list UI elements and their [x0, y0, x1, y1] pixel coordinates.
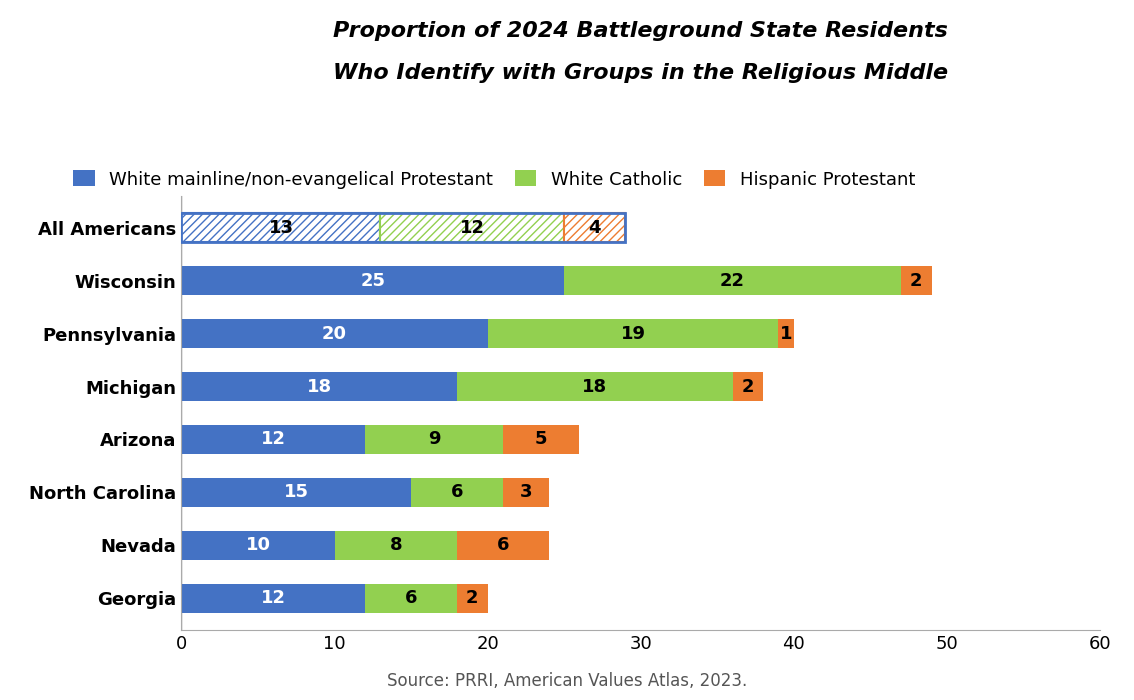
Bar	[365, 425, 503, 454]
Text: 4: 4	[589, 219, 601, 237]
Text: 1: 1	[780, 325, 793, 342]
Bar	[181, 584, 365, 612]
Text: 12: 12	[261, 589, 286, 607]
Text: 18: 18	[582, 377, 608, 395]
Text: 6: 6	[497, 536, 509, 554]
Text: 19: 19	[620, 325, 645, 342]
Bar	[564, 266, 900, 295]
Text: 8: 8	[389, 536, 403, 554]
Bar	[380, 214, 564, 242]
Text: 25: 25	[361, 272, 386, 290]
Text: 22: 22	[720, 272, 745, 290]
Bar	[488, 319, 778, 348]
Text: 13: 13	[269, 219, 294, 237]
Bar	[411, 478, 502, 507]
Text: 12: 12	[261, 430, 286, 449]
Bar	[733, 372, 763, 401]
Bar	[778, 319, 794, 348]
Bar	[335, 531, 457, 560]
Text: 3: 3	[519, 484, 532, 501]
Bar	[181, 319, 488, 348]
Bar	[502, 478, 549, 507]
Bar	[181, 425, 365, 454]
Text: 2: 2	[466, 589, 479, 607]
Bar	[181, 478, 411, 507]
Bar	[181, 531, 335, 560]
Bar	[564, 214, 625, 242]
Text: 6: 6	[450, 484, 464, 501]
Text: Source: PRRI, American Values Atlas, 2023.: Source: PRRI, American Values Atlas, 202…	[387, 672, 747, 690]
Text: 2: 2	[909, 272, 923, 290]
Text: Proportion of 2024 Battleground State Residents: Proportion of 2024 Battleground State Re…	[333, 21, 948, 41]
Text: 10: 10	[245, 536, 271, 554]
Legend: White mainline/non-evangelical Protestant, White Catholic, Hispanic Protestant: White mainline/non-evangelical Protestan…	[66, 163, 922, 196]
Bar	[502, 425, 579, 454]
Text: 15: 15	[284, 484, 308, 501]
Bar	[181, 266, 564, 295]
Text: 5: 5	[535, 430, 548, 449]
Text: 2: 2	[742, 377, 754, 395]
Text: 20: 20	[322, 325, 347, 342]
Bar	[181, 214, 380, 242]
Bar	[457, 372, 733, 401]
Text: 6: 6	[405, 589, 417, 607]
Bar	[365, 584, 457, 612]
Text: 12: 12	[459, 219, 485, 237]
Bar	[457, 584, 488, 612]
Text: 18: 18	[306, 377, 332, 395]
Text: Who Identify with Groups in the Religious Middle: Who Identify with Groups in the Religiou…	[333, 63, 948, 83]
Text: 9: 9	[428, 430, 440, 449]
Bar	[900, 266, 932, 295]
Bar	[181, 372, 457, 401]
Bar	[457, 531, 549, 560]
